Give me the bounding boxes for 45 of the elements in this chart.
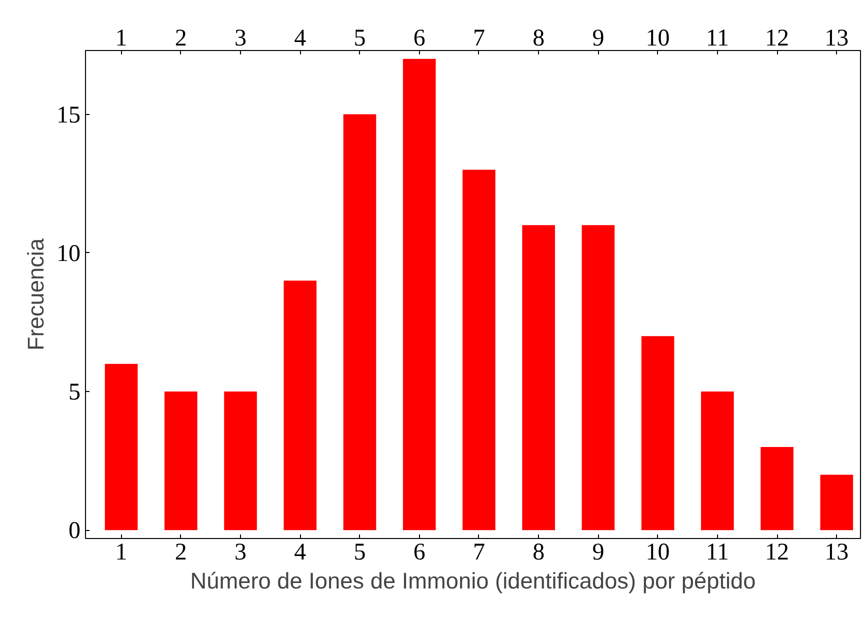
- bar: [820, 474, 854, 530]
- x2-tick-label: 5: [354, 540, 366, 566]
- x-tick-label: 9: [592, 26, 604, 52]
- x-tick-label: 12: [765, 26, 790, 52]
- x2-tick-label: 2: [174, 540, 187, 566]
- x2-tick-label: 1: [115, 540, 128, 566]
- bar: [343, 114, 376, 530]
- x2-tick-label: 6: [413, 540, 426, 566]
- x2-tick-label: 8: [532, 540, 545, 566]
- x2-tick-label: 10: [646, 540, 670, 566]
- bar: [164, 392, 198, 530]
- x2-tick-label: 4: [294, 540, 306, 566]
- y-tick-label: 15: [56, 102, 80, 128]
- bar: [760, 447, 794, 530]
- bar: [284, 280, 317, 530]
- y-tick-label: 10: [56, 240, 80, 267]
- bar: [104, 364, 138, 530]
- x-axis-title: Número de Iones de Immonio (identificados) por péptido: [190, 568, 756, 594]
- x-tick-label: 1: [115, 26, 128, 52]
- x-tick-label: 6: [413, 26, 426, 52]
- x2-tick-label: 13: [824, 540, 849, 566]
- bar: [462, 170, 496, 530]
- x-tick-label: 3: [234, 26, 246, 52]
- x2-tick-label: 11: [706, 540, 729, 566]
- x-tick-label: 8: [532, 26, 545, 52]
- bar: [402, 58, 436, 530]
- x-tick-label: 11: [706, 26, 729, 52]
- x2-tick-label: 3: [234, 540, 246, 566]
- x2-tick-label: 9: [592, 540, 604, 566]
- bar: [701, 392, 734, 530]
- y-tick-label: 0: [68, 518, 80, 544]
- bar: [522, 225, 555, 530]
- bar: [582, 225, 615, 530]
- x-tick-label: 7: [472, 26, 485, 52]
- x-tick-label: 10: [646, 26, 670, 52]
- bar: [224, 392, 257, 530]
- x2-tick-label: 7: [472, 540, 485, 566]
- x2-tick-label: 12: [765, 540, 790, 566]
- y-tick-label: 5: [68, 380, 80, 406]
- x-tick-label: 4: [294, 26, 306, 52]
- y-axis-title: Frecuencia: [22, 238, 48, 351]
- x-tick-label: 2: [174, 26, 187, 52]
- bar: [641, 336, 674, 530]
- x-tick-label: 13: [824, 26, 849, 52]
- x-tick-label: 5: [354, 26, 366, 52]
